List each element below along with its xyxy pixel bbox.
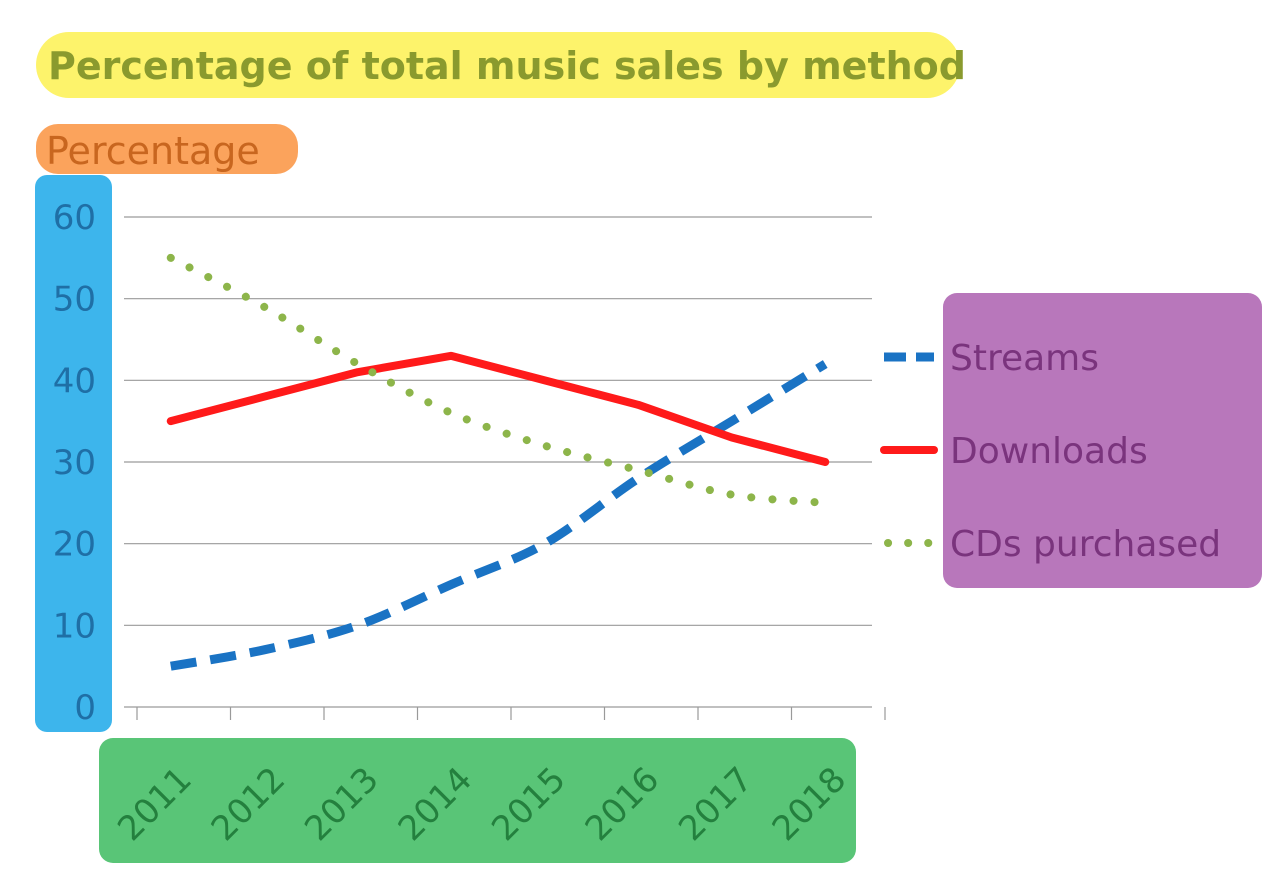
ylabel-highlight	[36, 124, 298, 174]
y-tick-label: 10	[53, 606, 96, 646]
y-tick-label: 40	[53, 361, 96, 401]
y-tick-label: 60	[53, 198, 96, 238]
series-lines	[166, 253, 830, 671]
legend-label-streams: Streams	[950, 338, 1099, 379]
legend-highlight	[943, 293, 1262, 588]
legend-label-cds-purchased: CDs purchased	[950, 524, 1221, 565]
series-line-cds-purchased	[166, 253, 830, 507]
legend: Streams Downloads CDs purchased	[880, 338, 1221, 565]
series-line-downloads	[166, 351, 830, 466]
chart-title: Percentage of total music sales by metho…	[48, 44, 966, 88]
legend-label-downloads: Downloads	[950, 431, 1148, 472]
title-highlight	[36, 32, 960, 98]
xtick-highlight	[99, 738, 856, 863]
y-tick-label: 50	[53, 280, 96, 320]
x-axis	[124, 706, 886, 720]
y-tick-label: 20	[53, 525, 96, 565]
y-tick-labels: 0 10 20 30 40 50 60	[53, 198, 96, 728]
ytick-highlight	[35, 175, 112, 732]
series-line-streams	[169, 360, 828, 671]
y-tick-label: 0	[74, 688, 96, 728]
y-tick-label: 30	[53, 443, 96, 483]
y-axis-label: Percentage	[46, 129, 260, 173]
